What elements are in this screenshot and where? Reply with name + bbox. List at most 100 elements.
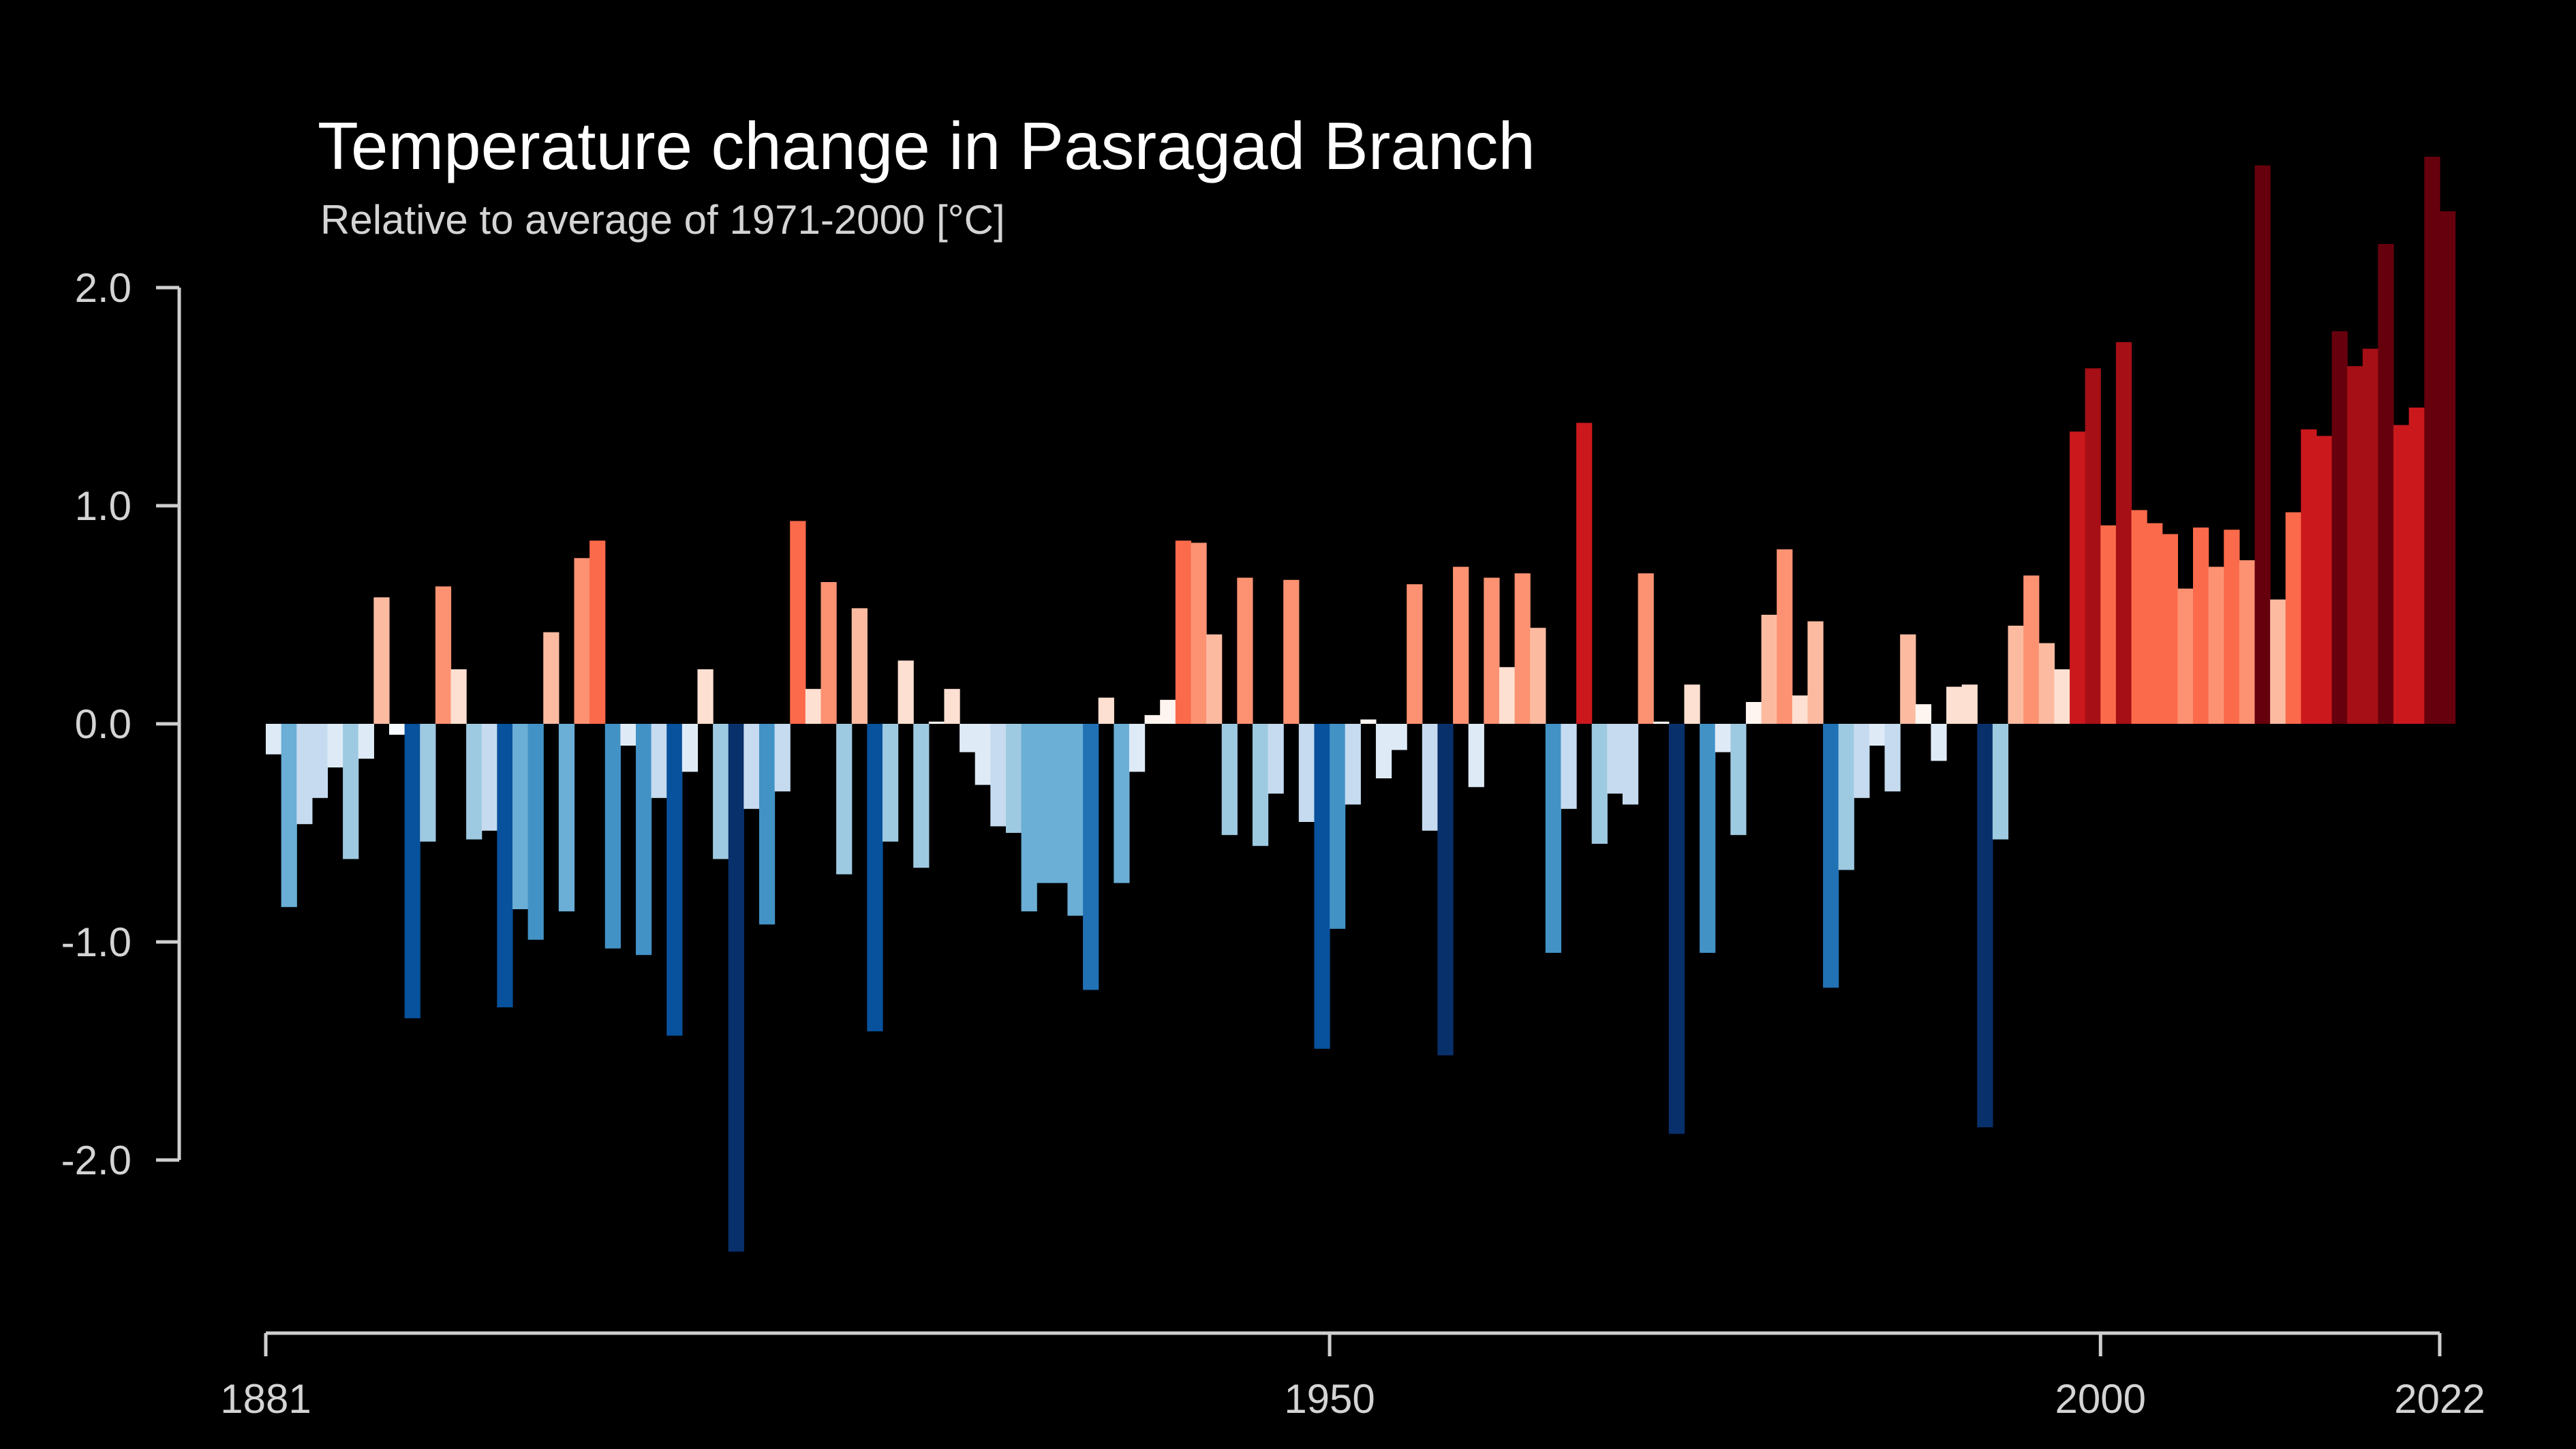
- bar-1999: [2085, 368, 2101, 724]
- x-tick-label: 1881: [220, 1376, 311, 1422]
- bar-1942: [1206, 634, 1223, 724]
- bar-1984: [1854, 724, 1870, 798]
- bar-1925: [944, 688, 960, 724]
- bar-1909: [697, 669, 714, 724]
- bar-1941: [1191, 543, 1207, 724]
- bar-1972: [1668, 724, 1685, 1134]
- bar-1974: [1700, 724, 1716, 953]
- bar-1970: [1638, 573, 1654, 724]
- y-tick-label: 0.0: [75, 701, 132, 747]
- bar-1927: [975, 724, 991, 785]
- bar-1926: [960, 724, 976, 752]
- x-tick-label: 1950: [1284, 1376, 1375, 1422]
- y-axis: 2.0 1.0 0.0 -1.0 -2.0: [61, 265, 181, 1183]
- bar-2020: [2408, 408, 2425, 724]
- bar-1919: [851, 608, 868, 724]
- bar-1981: [1807, 621, 1824, 724]
- bar-2012: [2285, 512, 2301, 724]
- bar-1915: [790, 521, 806, 724]
- bar-1996: [2038, 643, 2055, 724]
- bar-1888: [373, 597, 390, 724]
- bar-1939: [1160, 699, 1176, 724]
- bar-1963: [1530, 628, 1546, 724]
- bar-1907: [666, 724, 683, 1036]
- bar-1905: [635, 724, 652, 956]
- bar-1965: [1561, 724, 1577, 809]
- bar-1906: [651, 724, 667, 798]
- chart-title: Temperature change in Pasragad Branch: [318, 108, 1535, 183]
- x-axis: 1881 1950 2000 2022: [220, 1331, 2485, 1422]
- bar-1934: [1083, 724, 1099, 990]
- bar-1887: [358, 724, 374, 759]
- bar-1881: [266, 724, 282, 754]
- bar-1949: [1314, 724, 1330, 1049]
- bar-1918: [836, 724, 853, 874]
- bar-1933: [1067, 724, 1084, 916]
- bar-1983: [1838, 724, 1854, 870]
- bar-1959: [1468, 724, 1484, 787]
- bar-2008: [2224, 530, 2240, 724]
- bar-1931: [1037, 724, 1053, 883]
- bar-1894: [466, 724, 482, 840]
- bar-1902: [589, 540, 606, 724]
- x-tick-label: 2000: [2055, 1376, 2146, 1422]
- bar-1994: [2008, 626, 2024, 724]
- x-tick-label: 2022: [2394, 1376, 2485, 1422]
- bar-1921: [882, 724, 899, 842]
- bar-1937: [1129, 724, 1146, 772]
- y-tick-label: -1.0: [61, 919, 132, 965]
- bar-1954: [1391, 724, 1407, 750]
- bar-1896: [497, 724, 513, 1007]
- chart-subtitle: Relative to average of 1971-2000 [°C]: [320, 197, 1005, 243]
- bar-1991: [1961, 684, 1978, 724]
- bar-1899: [543, 632, 559, 724]
- bar-1988: [1915, 704, 1931, 724]
- bar-2014: [2316, 436, 2333, 724]
- bar-2010: [2254, 165, 2271, 724]
- bar-1908: [681, 724, 699, 772]
- bar-1957: [1437, 724, 1454, 1056]
- bar-1940: [1175, 540, 1192, 724]
- bar-1895: [481, 724, 497, 831]
- bar-1914: [774, 724, 791, 792]
- bar-1992: [1977, 724, 1993, 1127]
- bar-1958: [1453, 566, 1469, 724]
- bar-1961: [1499, 667, 1516, 724]
- bar-1982: [1823, 724, 1839, 988]
- bar-1951: [1345, 724, 1361, 805]
- bar-1898: [527, 724, 544, 940]
- bar-1998: [2070, 431, 2086, 724]
- bar-1889: [388, 724, 405, 735]
- bar-2009: [2239, 560, 2256, 724]
- bar-1901: [574, 558, 590, 724]
- bar-1935: [1098, 697, 1114, 724]
- bar-1987: [1900, 634, 1916, 724]
- bar-1938: [1144, 715, 1161, 724]
- bar-1904: [620, 724, 637, 746]
- bar-1962: [1514, 573, 1531, 724]
- bar-2016: [2347, 366, 2363, 724]
- bar-1913: [758, 724, 776, 925]
- bar-1976: [1730, 724, 1747, 836]
- bar-1993: [1992, 724, 2009, 840]
- bar-1968: [1607, 724, 1623, 794]
- bar-1948: [1298, 724, 1315, 822]
- bar-1950: [1330, 724, 1346, 929]
- bar-1986: [1884, 724, 1901, 792]
- bar-1953: [1375, 724, 1392, 778]
- bar-2019: [2393, 425, 2410, 724]
- bar-2002: [2131, 510, 2147, 724]
- bar-1985: [1869, 724, 1886, 746]
- bar-2003: [2147, 523, 2163, 724]
- bar-2022: [2440, 211, 2456, 724]
- bar-1946: [1268, 724, 1284, 794]
- bar-2004: [2162, 534, 2178, 724]
- y-tick-label: 1.0: [75, 483, 132, 529]
- bar-1947: [1283, 579, 1300, 724]
- bar-1980: [1792, 695, 1809, 724]
- bar-1995: [2023, 575, 2040, 724]
- bar-1923: [913, 724, 930, 868]
- bar-1882: [281, 724, 297, 907]
